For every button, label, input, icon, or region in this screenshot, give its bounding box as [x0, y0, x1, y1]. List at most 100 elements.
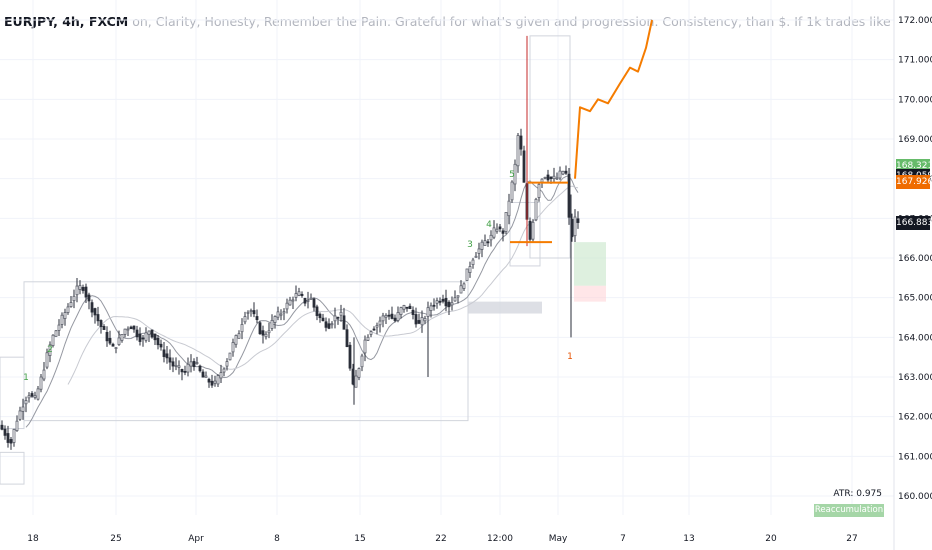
time-tick-label: 25	[110, 534, 121, 544]
wave-label-1: 1	[23, 373, 29, 383]
candle-body	[300, 293, 304, 296]
time-tick-label: 7	[620, 534, 626, 544]
moving-average-1	[25, 175, 579, 428]
candle-body	[294, 293, 298, 298]
candle-body	[279, 313, 283, 316]
time-tick-label: 22	[435, 534, 446, 544]
candle-body	[231, 342, 235, 353]
candle-body	[93, 308, 97, 316]
candle-body	[24, 400, 28, 405]
candle-body	[108, 337, 112, 344]
candle-body	[114, 347, 118, 349]
candle-body	[99, 320, 103, 328]
price-tag-4: 166.883	[896, 215, 932, 230]
wave-label-2: 2	[47, 345, 53, 355]
candle-body	[393, 317, 397, 321]
candle-body	[318, 313, 322, 319]
candle-body	[477, 248, 481, 254]
candle-body	[282, 311, 286, 314]
candle-body	[210, 380, 214, 386]
candle-body	[339, 311, 343, 316]
price-tick-label: 163.000	[898, 373, 932, 383]
candle-body	[186, 363, 190, 373]
time-tick-label: 18	[27, 534, 39, 544]
candle-body	[435, 300, 439, 304]
candle-body	[357, 368, 361, 378]
candle-body	[381, 315, 385, 322]
candle-body	[486, 241, 490, 244]
candle-body	[444, 297, 448, 307]
candle-body	[249, 310, 253, 313]
candle-body	[489, 234, 493, 241]
candle-body	[96, 314, 100, 322]
chart-grid	[0, 0, 894, 515]
projection-drawings	[510, 19, 653, 244]
candle-body	[429, 305, 433, 311]
reaccumulation-badge[interactable]: Reaccumulation - 1	[814, 504, 884, 528]
candle-body	[135, 329, 139, 338]
candle-body	[168, 357, 172, 363]
candle-body	[123, 328, 127, 335]
candle-body	[201, 371, 205, 378]
candle-body	[420, 317, 424, 326]
candle-body	[576, 218, 580, 223]
candle-body	[21, 406, 25, 412]
candle-body	[60, 314, 64, 325]
candle-body	[72, 295, 76, 302]
candle-body	[33, 395, 37, 398]
time-tick-label: Apr	[188, 534, 204, 544]
candle-body	[345, 329, 349, 348]
candle-body	[513, 163, 517, 185]
candle-body	[180, 368, 184, 373]
box-consolidation	[509, 201, 541, 267]
symbol-label[interactable]: EURJPY, 4h, FXCM	[4, 14, 129, 29]
candle-body	[360, 355, 364, 368]
candle-body	[66, 306, 70, 313]
candle-body	[447, 301, 451, 308]
candle-body	[471, 259, 475, 266]
candle-body	[552, 175, 556, 180]
candle-body	[276, 311, 280, 318]
candle-body	[375, 324, 379, 328]
candle-body	[414, 314, 418, 325]
price-tick-label: 166.000	[898, 254, 932, 264]
candle-body	[159, 343, 163, 348]
candle-body	[501, 230, 505, 234]
candle-body	[303, 297, 307, 304]
candle-body	[174, 364, 178, 367]
candle-body	[540, 178, 544, 183]
candle-body	[162, 349, 166, 357]
candle-body	[69, 302, 73, 307]
candle-body	[54, 330, 58, 337]
candle-body	[327, 323, 331, 329]
price-tick-label: 165.000	[898, 294, 932, 304]
candle-body	[561, 170, 565, 175]
candle-body	[402, 305, 406, 310]
candle-body	[84, 286, 88, 298]
candle-body	[138, 333, 142, 342]
candle-body	[408, 305, 412, 310]
candle-body	[183, 370, 187, 373]
candle-body	[354, 375, 358, 388]
box-spike	[529, 35, 571, 259]
price-tick-label: 171.000	[898, 56, 932, 66]
candle-body	[39, 376, 43, 390]
candle-body	[468, 266, 472, 273]
price-tick-label: 160.000	[898, 492, 932, 502]
candle-body	[219, 372, 223, 379]
time-tick-label: 12:00	[487, 534, 513, 544]
candle-body	[144, 332, 148, 341]
wave-labels: 1 2 3 4 5 1	[23, 170, 573, 383]
candle-body	[495, 228, 499, 232]
candle-body	[0, 424, 4, 430]
candle-body	[264, 333, 268, 338]
price-tick-label: 170.000	[898, 95, 932, 105]
time-tick-label: 15	[354, 534, 365, 544]
candle-body	[390, 313, 394, 319]
price-tick-label: 169.000	[898, 135, 932, 145]
candle-body	[36, 388, 40, 400]
candle-body	[510, 181, 514, 201]
candle-body	[498, 226, 502, 230]
candle-body	[216, 375, 220, 385]
